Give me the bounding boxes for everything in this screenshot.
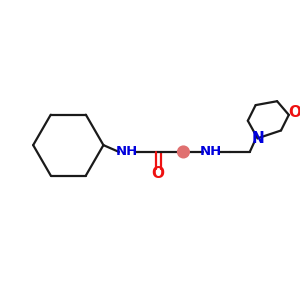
Circle shape [178,146,189,158]
Text: N: N [251,131,264,146]
Text: NH: NH [200,146,222,158]
Text: O: O [152,166,165,181]
Text: NH: NH [116,146,138,158]
Text: O: O [288,105,300,120]
